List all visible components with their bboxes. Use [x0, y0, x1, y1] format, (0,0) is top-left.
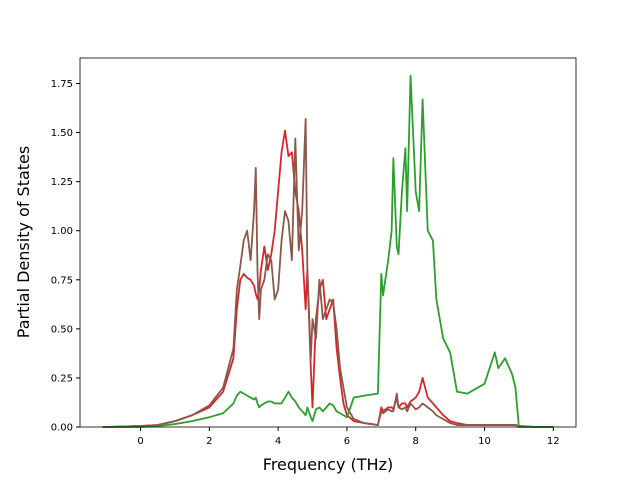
x-tick-label: 0 — [137, 436, 143, 447]
y-tick-label: 1.25 — [51, 177, 73, 188]
y-axis-label: Partial Density of States — [14, 146, 33, 338]
series-line — [102, 129, 554, 428]
x-tick-label: 8 — [413, 436, 419, 447]
y-tick-label: 1.75 — [51, 79, 73, 90]
x-axis-label: Frequency (THz) — [263, 455, 393, 474]
y-tick-label: 1.00 — [51, 226, 73, 237]
y-tick-label: 0.75 — [51, 275, 73, 286]
series-line — [102, 74, 554, 428]
y-tick-label: 0.25 — [51, 373, 73, 384]
y-tick-label: 1.50 — [51, 128, 73, 139]
series-line — [102, 117, 554, 428]
y-tick-label: 0.50 — [51, 324, 73, 335]
y-tick-label: 0.00 — [51, 423, 73, 434]
plot-frame — [79, 57, 577, 428]
x-tick-label: 4 — [275, 436, 281, 447]
x-tick-label: 12 — [547, 436, 560, 447]
x-tick-label: 6 — [344, 436, 350, 447]
x-tick-label: 10 — [478, 436, 491, 447]
x-tick-label: 2 — [206, 436, 212, 447]
